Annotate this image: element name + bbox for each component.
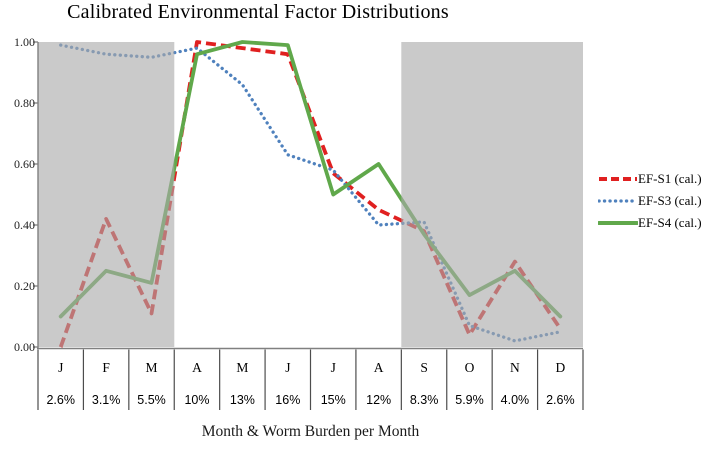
y-tick-label: 0.40 <box>14 218 35 232</box>
legend-label: EF-S4 (cal.) <box>638 215 702 230</box>
shaded-band <box>401 42 583 347</box>
month-label: A <box>373 360 384 375</box>
y-tick-label: 0.00 <box>14 340 35 354</box>
x-axis-title: Month & Worm Burden per Month <box>201 423 420 440</box>
y-tick-label: 1.00 <box>14 35 35 49</box>
legend-item-ef-s4: EF-S4 (cal.) <box>598 212 716 234</box>
month-label: S <box>420 360 428 375</box>
burden-label: 3.1% <box>91 393 121 407</box>
month-label: O <box>464 360 475 375</box>
burden-label: 2.6% <box>46 393 75 407</box>
burden-label: 4.0% <box>500 393 530 407</box>
legend-label: EF-S3 (cal.) <box>638 193 702 208</box>
shaded-season-bands <box>38 42 583 347</box>
legend-sample-solid-line <box>598 221 638 225</box>
burden-label: 10% <box>184 393 210 407</box>
month-label: J <box>285 360 291 375</box>
burden-label: 5.9% <box>455 393 484 407</box>
burden-label: 12% <box>366 393 392 407</box>
burden-label: 16% <box>275 393 301 407</box>
month-label: F <box>102 360 110 375</box>
month-label: M <box>145 360 158 375</box>
legend-item-ef-s3: EF-S3 (cal.) <box>598 190 716 212</box>
burden-label: 2.6% <box>546 393 575 407</box>
legend-item-ef-s1: EF-S1 (cal.) <box>598 168 716 190</box>
worm-burden-row: 2.6% 3.1% 5.5% 10% 13% 16% 15% 12% 8.3% … <box>38 389 583 411</box>
legend: EF-S1 (cal.) EF-S3 (cal.) EF-S4 (cal.) <box>598 168 716 234</box>
legend-label: EF-S1 (cal.) <box>638 171 702 186</box>
shaded-band <box>38 42 175 347</box>
month-label: D <box>555 360 566 375</box>
legend-sample-dotted-line <box>598 199 638 203</box>
burden-label: 5.5% <box>137 393 166 407</box>
burden-label: 15% <box>320 393 346 407</box>
axes <box>33 41 584 410</box>
y-tick-label: 0.20 <box>14 279 35 293</box>
month-label: A <box>192 360 202 375</box>
month-label: J <box>330 360 336 375</box>
y-tick-label: 0.80 <box>14 96 35 110</box>
month-label: M <box>236 360 249 375</box>
chart-title: Calibrated Environmental Factor Distribu… <box>67 1 449 23</box>
month-label: J <box>58 360 64 375</box>
y-tick-label: 0.60 <box>14 157 35 171</box>
legend-sample-dashed-line <box>599 177 637 181</box>
burden-label: 8.3% <box>409 393 439 407</box>
burden-label: 13% <box>229 393 255 407</box>
month-label: N <box>510 360 520 375</box>
month-axis-row: J F M A M J J A S O N D <box>38 356 583 380</box>
